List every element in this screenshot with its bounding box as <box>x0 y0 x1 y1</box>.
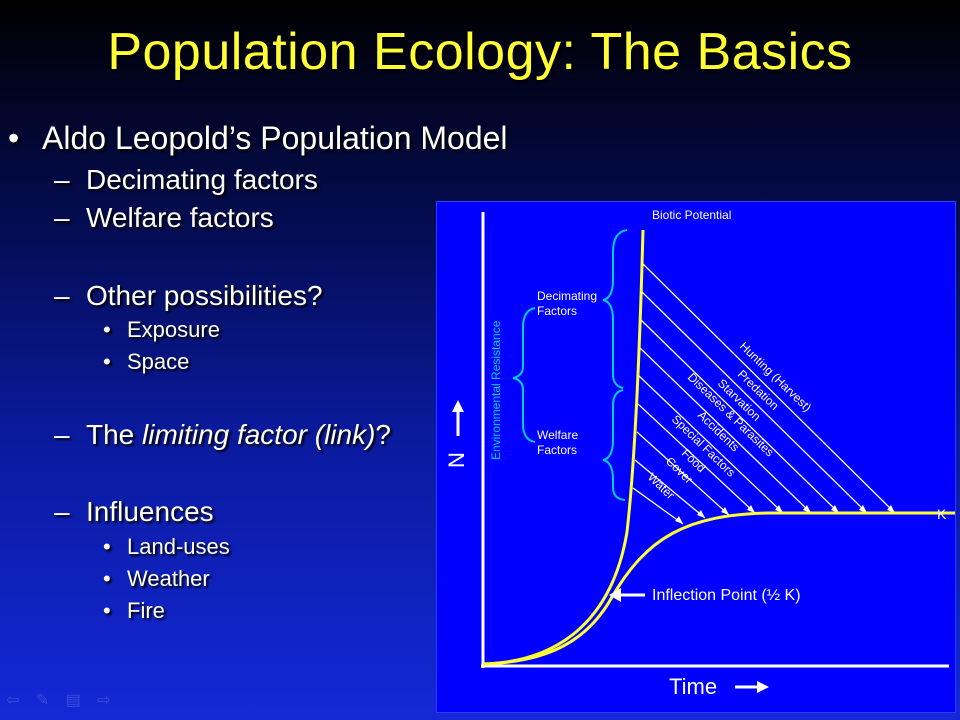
bullet-model: • Aldo Leopold’s Population Model <box>8 120 508 157</box>
decimating-factors-label-1: Decimating <box>537 289 597 303</box>
bullet-text: Land-uses <box>127 534 230 559</box>
logistic-growth-curve <box>482 511 955 666</box>
population-model-diagram: Biotic Potential Decimating Factors Welf… <box>437 202 955 712</box>
bullet-marker: • <box>103 598 111 623</box>
bullet-text: ? <box>375 419 391 450</box>
bullet-text: Decimating factors <box>86 164 318 195</box>
bullet-text: Space <box>127 349 190 374</box>
sub-bullet-other: – Other possibilities? <box>54 280 323 312</box>
inflection-point-label: Inflection Point (½ K) <box>652 587 801 604</box>
exponential-growth-curve <box>482 229 645 666</box>
x-axis-label: Time <box>669 674 717 699</box>
inflection-arrow-head <box>609 588 621 602</box>
bullet-text: Other possibilities? <box>86 280 323 311</box>
bullet-marker: • <box>103 566 111 591</box>
dash-marker: – <box>54 280 70 311</box>
bullet-marker: • <box>8 120 20 156</box>
welfare-brace <box>602 389 626 501</box>
dash-marker: – <box>54 202 70 233</box>
sub-sub-bullet-space: • Space <box>103 349 190 375</box>
pen-icon[interactable]: ✎ <box>35 692 50 709</box>
bullet-text: The <box>86 419 143 450</box>
sub-sub-bullet-exposure: • Exposure <box>103 317 220 343</box>
bullet-text: Influences <box>86 496 214 527</box>
factor-arrowheads <box>675 505 895 524</box>
dash-marker: – <box>54 496 70 527</box>
diagram-svg: Biotic Potential Decimating Factors Welf… <box>444 208 955 699</box>
biotic-potential-label: Biotic Potential <box>652 208 731 222</box>
sub-bullet-limiting: – The limiting factor (link)? <box>54 419 391 451</box>
environmental-resistance-label: Environmental Resistance <box>489 320 503 460</box>
bullet-text: Exposure <box>127 317 220 342</box>
factor-label-water: Water <box>645 470 677 502</box>
bullet-marker: • <box>103 534 111 559</box>
menu-icon[interactable]: ▤ <box>65 692 81 709</box>
slide-title: Population Ecology: The Basics <box>107 23 853 81</box>
welfare-factors-label-2: Factors <box>537 443 577 457</box>
bullet-text: Fire <box>127 598 165 623</box>
dash-marker: – <box>54 419 70 450</box>
bullet-text: Weather <box>127 566 210 591</box>
environmental-resistance-brace <box>512 307 536 443</box>
sub-sub-bullet-weather: • Weather <box>103 566 210 592</box>
sub-sub-bullet-land-uses: • Land-uses <box>103 534 230 560</box>
bullet-marker: • <box>103 317 111 342</box>
n-arrow-head <box>452 400 464 412</box>
slide-nav-toolbar: ⇦ ✎ ▤ ⇨ <box>6 690 123 710</box>
welfare-factors-label-1: Welfare <box>537 428 578 442</box>
bullet-marker: • <box>103 349 111 374</box>
factor-labels: Hunting (Harvest) Predation Starvation D… <box>645 339 814 502</box>
time-arrow-head <box>757 681 769 693</box>
sub-bullet-welfare: – Welfare factors <box>54 202 274 234</box>
forward-arrow-icon[interactable]: ⇨ <box>97 692 111 709</box>
limiting-factor-link[interactable]: limiting factor (link) <box>142 419 376 450</box>
carrying-capacity-label: K <box>937 506 947 522</box>
y-axis-label: N <box>444 452 469 468</box>
decimating-factors-label-2: Factors <box>537 304 577 318</box>
sub-sub-bullet-fire: • Fire <box>103 598 165 624</box>
factor-hatch-lines <box>632 263 896 525</box>
sub-bullet-decimating: – Decimating factors <box>54 164 318 196</box>
decimating-brace <box>602 229 628 389</box>
dash-marker: – <box>54 164 70 195</box>
bullet-text: Welfare factors <box>86 202 274 233</box>
sub-bullet-influences: – Influences <box>54 496 214 528</box>
back-arrow-icon[interactable]: ⇦ <box>6 692 20 709</box>
bullet-text: Aldo Leopold’s Population Model <box>42 120 508 156</box>
